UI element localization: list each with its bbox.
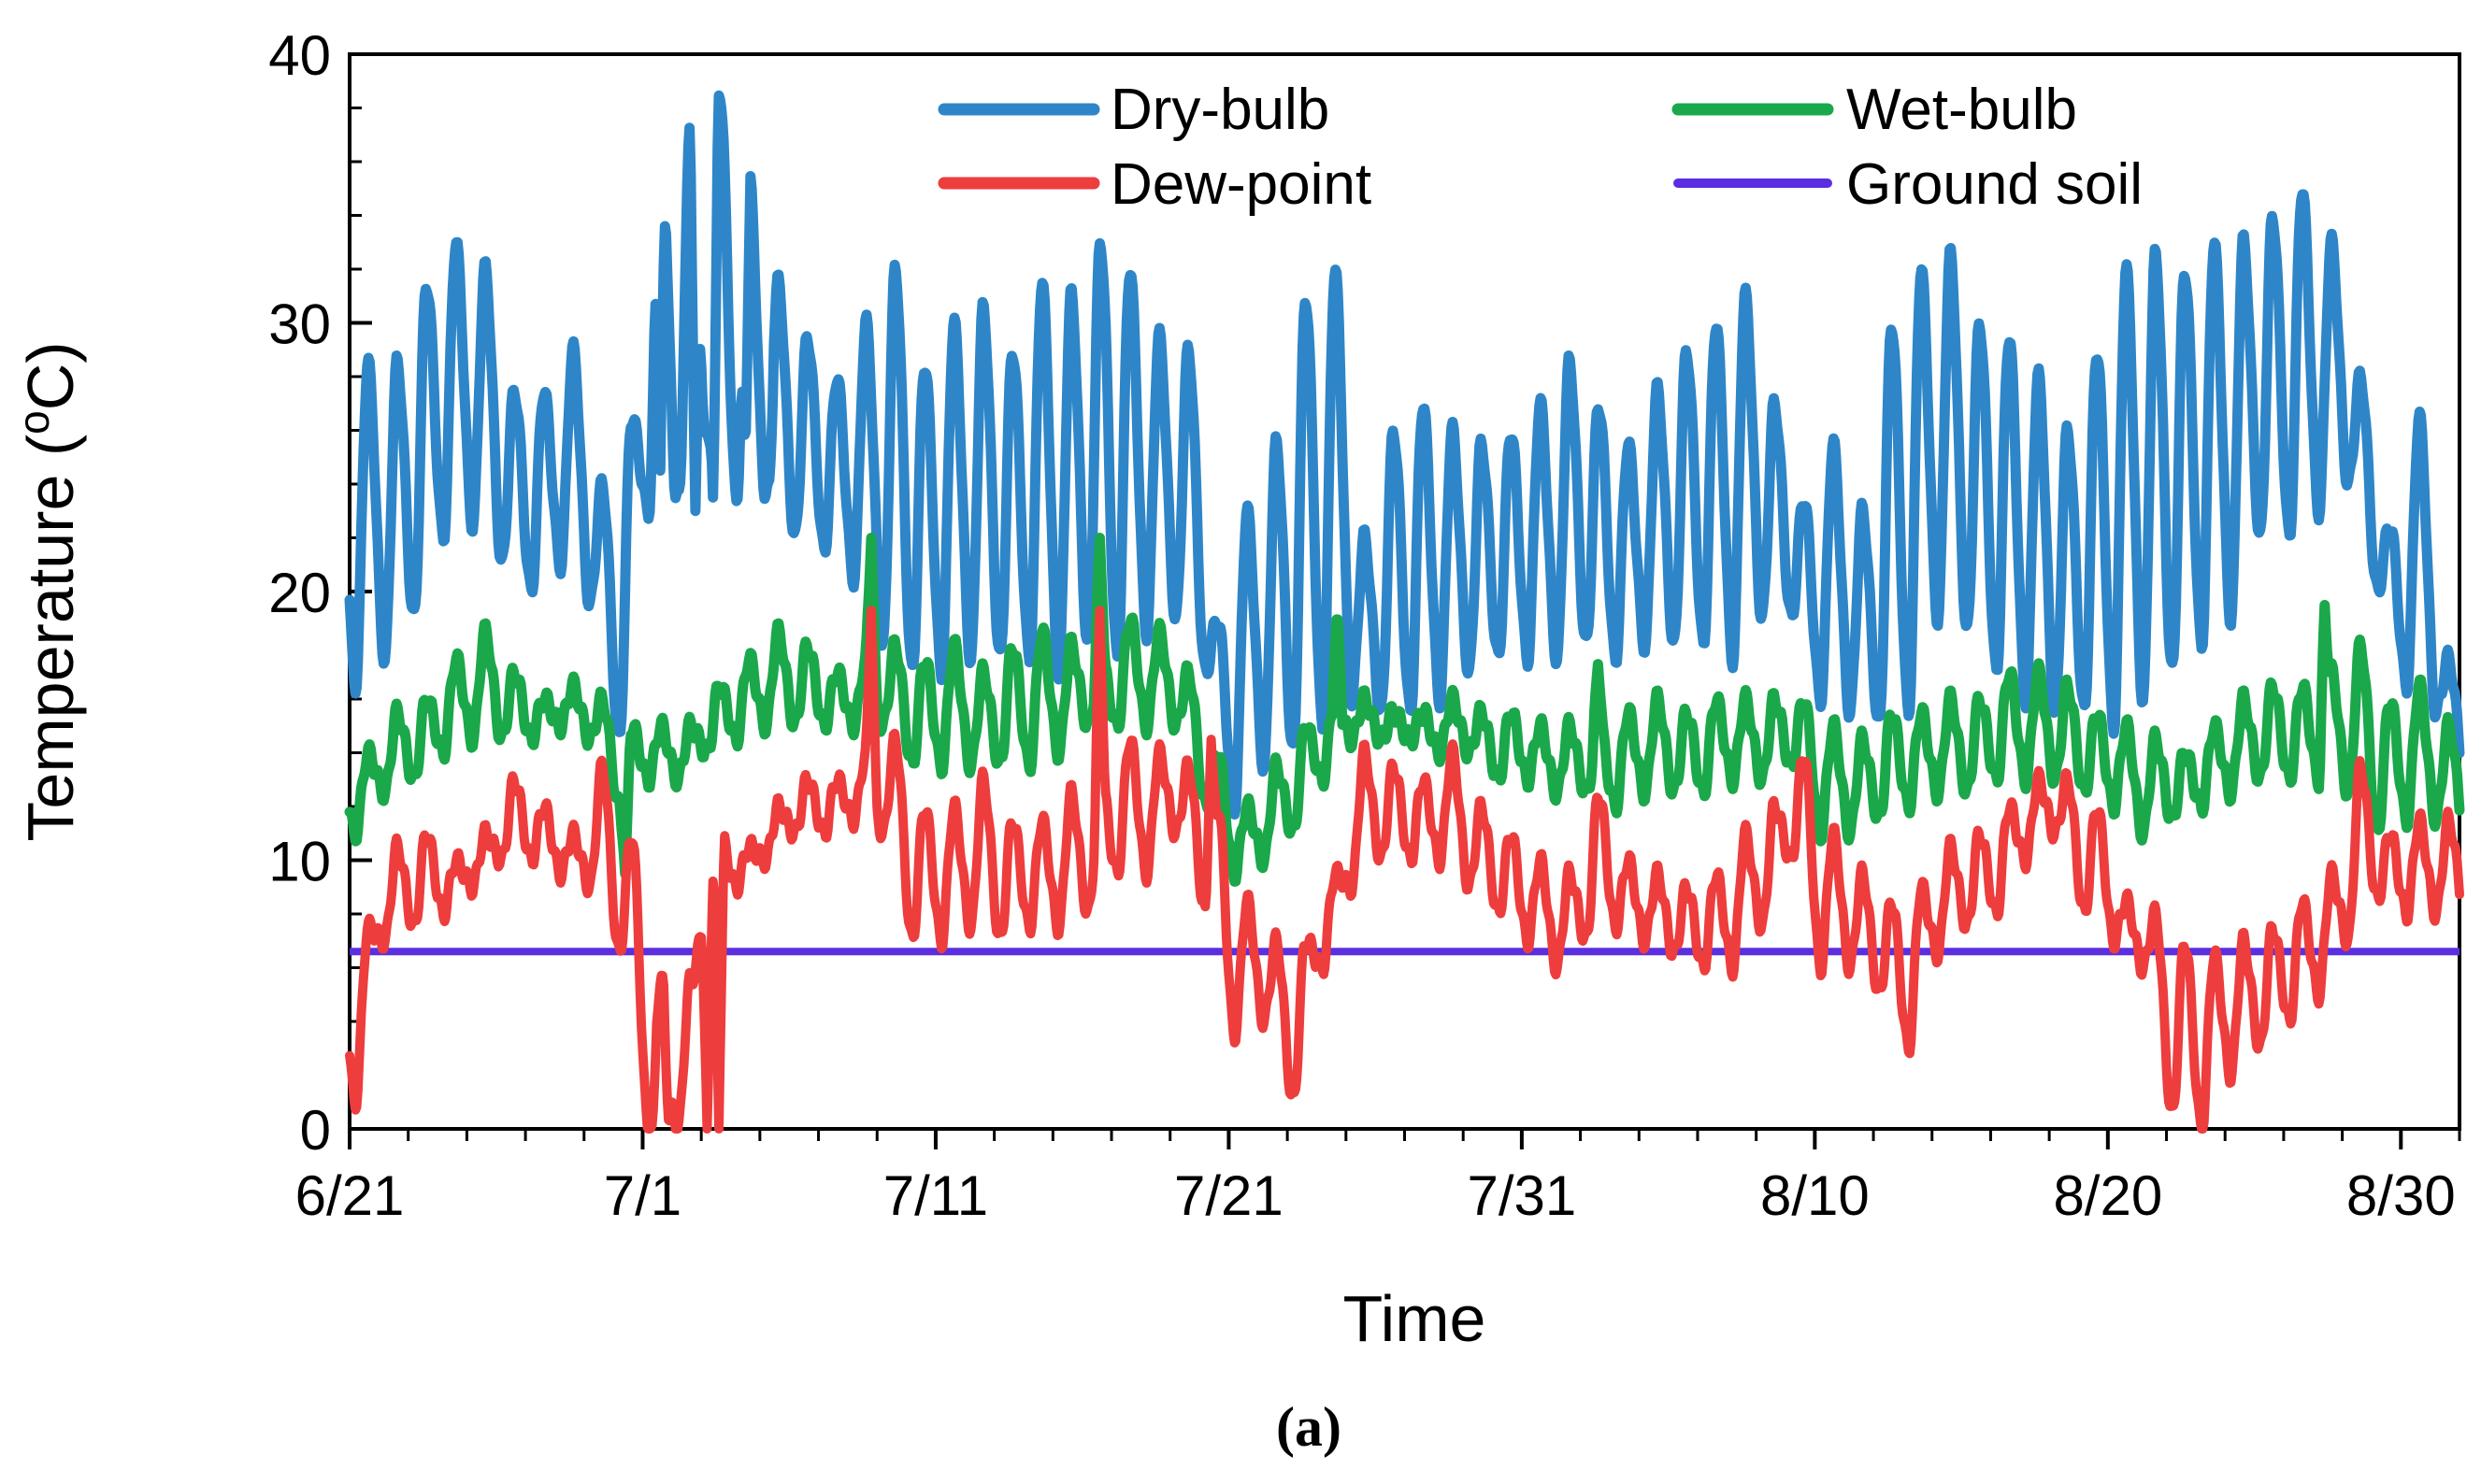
x-tick-label: 7/31 — [1467, 1164, 1576, 1227]
y-axis-title-main: Temperature ( — [14, 435, 87, 842]
figure-caption: (a) — [1276, 1396, 1341, 1458]
y-axis-title: Temperature (oC) — [9, 341, 87, 841]
x-axis-title: Time — [1343, 1282, 1486, 1355]
y-tick-label: 30 — [268, 293, 331, 356]
y-tick-label: 20 — [268, 562, 331, 624]
legend: Dry-bulb Wet-bulb Dew-point Ground soil — [938, 78, 2143, 217]
x-ticks: 6/21 7/1 7/11 7/21 7/31 8/10 8/20 8/30 — [295, 1129, 2461, 1227]
series-layer — [344, 90, 2465, 1134]
x-tick-label: 8/10 — [1760, 1164, 1870, 1227]
x-tick-label: 8/20 — [2053, 1164, 2162, 1227]
y-axis-title-sup: o — [9, 410, 58, 435]
x-tick-label: 7/21 — [1174, 1164, 1284, 1227]
x-tick-label: 6/21 — [295, 1164, 405, 1227]
x-tick-label: 7/11 — [883, 1164, 988, 1227]
x-tick-label: 7/1 — [604, 1164, 681, 1227]
y-major-ticks: 0 10 20 30 40 — [268, 24, 372, 1162]
series-line-dew-point — [345, 606, 2464, 1134]
legend-label-dew-point: Dew-point — [1111, 152, 1371, 217]
series-line-wet-bulb — [344, 533, 2465, 887]
legend-label-dry-bulb: Dry-bulb — [1111, 78, 1329, 142]
legend-label-ground-soil: Ground soil — [1846, 152, 2143, 217]
y-tick-label: 40 — [268, 24, 331, 87]
x-tick-label: 8/30 — [2346, 1164, 2456, 1227]
y-axis-title-end: C) — [14, 341, 87, 410]
series-line-dry-bulb — [344, 90, 2465, 820]
y-tick-label: 0 — [300, 1099, 331, 1162]
y-tick-label: 10 — [268, 831, 331, 893]
legend-label-wet-bulb: Wet-bulb — [1846, 78, 2077, 142]
